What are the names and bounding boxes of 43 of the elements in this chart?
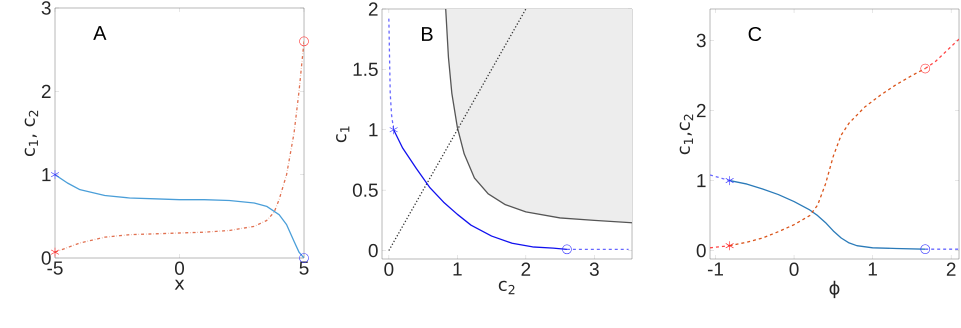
point (920, 64, 930, 74)
y-tick-label: 2 (696, 104, 706, 118)
y-tick-label: 0 (696, 244, 706, 258)
point (920, 244, 930, 254)
x-axis-title: ϕ (830, 280, 840, 298)
line-series (388, 18, 394, 130)
x-tick-label: 0 (384, 262, 394, 276)
line-series (55, 174, 304, 258)
annotation: A (93, 26, 106, 40)
y-tick-label: 1 (42, 168, 51, 182)
point (725, 240, 734, 250)
y-tick-label: 2 (368, 2, 378, 16)
x-tick-label: 5 (299, 262, 308, 275)
x-axis-title: c$_{2}$ (498, 280, 514, 294)
x-tick-label: 2 (946, 262, 956, 276)
x-tick-label: 0 (174, 262, 184, 275)
annotation: B (422, 27, 433, 41)
x-tick-label: 1 (454, 262, 462, 276)
point (50, 170, 60, 180)
y-axis-title: c$_{1}$, c$_{2}$ (24, 110, 38, 156)
x-tick-label: 2 (522, 262, 530, 276)
y-tick-label: 1 (369, 123, 378, 136)
x-tick-label: -1 (708, 262, 723, 276)
line-series (728, 180, 926, 250)
y-tick-label: 3 (696, 34, 706, 48)
y-axis-title: c$_{1}$,c$_{2}$ (680, 114, 694, 154)
annotation: C (748, 26, 762, 42)
y-tick-label: 1 (697, 174, 706, 188)
x-tick-label: 3 (590, 262, 599, 276)
y-tick-label: 0.5 (352, 183, 378, 197)
point (50, 247, 60, 257)
y-tick-label: 2 (42, 84, 51, 98)
x-tick-label: 0 (790, 262, 799, 276)
x-tick-label: 1 (868, 262, 877, 276)
y-axis-title: c$_{1}$ (336, 126, 350, 142)
line-series (728, 68, 926, 246)
point (299, 36, 309, 46)
y-tick-label: 0 (368, 244, 378, 258)
y-tick-label: 3 (42, 1, 51, 15)
x-axis-title: x (174, 280, 184, 290)
point (725, 176, 734, 186)
line-series (393, 129, 568, 250)
y-tick-label: 1.5 (354, 62, 378, 76)
